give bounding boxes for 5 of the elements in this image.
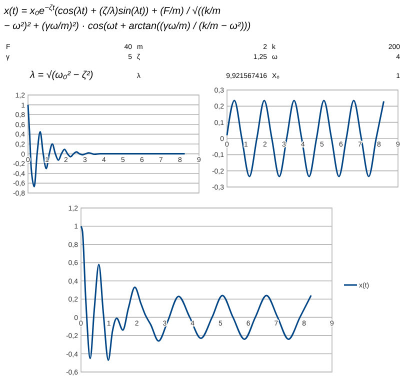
line-series <box>226 100 384 178</box>
line-series <box>80 225 312 361</box>
text: x(t) = x₀e$^{−ζt}$(cos(λt) + (ζ/λ)sin(λt)) + (F/m) / √((k/m − ω²)² + (γω/m)²) · cos(ωt + arctan((γω/m) / (k/m − ω²))) <box>3 2 251 32</box>
line-series <box>27 104 186 188</box>
text: λ = √(ω₀² − ζ²) <box>29 70 94 81</box>
